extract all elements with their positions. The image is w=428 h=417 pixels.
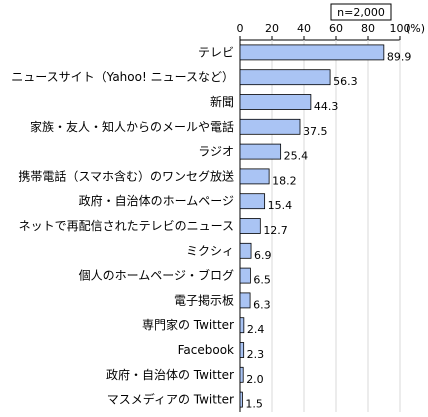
x-tick-label: 100 (390, 22, 411, 35)
bar (239, 218, 261, 234)
value-label: 44.3 (314, 100, 339, 113)
value-label: 56.3 (333, 75, 358, 88)
category-label: テレビ (198, 45, 234, 59)
category-label: 政府・自治体の Twitter (106, 367, 234, 382)
category-label: 家族・友人・知人からのメールや電話 (30, 119, 234, 134)
category-label: Facebook (178, 343, 234, 357)
bar (239, 292, 251, 309)
bars (239, 44, 385, 408)
category-label: 電子掲示板 (174, 292, 234, 307)
x-tick-label: 20 (265, 22, 279, 35)
value-label: 18.2 (272, 174, 297, 187)
bar (239, 44, 385, 61)
category-label: ラジオ (198, 145, 234, 159)
bar (239, 118, 301, 135)
bar (239, 391, 243, 408)
category-label: ニュースサイト（Yahoo! ニュースなど） (11, 70, 234, 84)
bar (239, 69, 331, 86)
x-tick-label: 40 (297, 22, 311, 35)
category-label: 新聞 (210, 94, 234, 109)
x-tick-label: 80 (361, 22, 375, 35)
value-label: 2.3 (247, 348, 265, 361)
category-label: ネットで再配信されたテレビのニュース (19, 219, 234, 233)
bar (239, 143, 282, 160)
value-label: 89.9 (387, 50, 412, 63)
bar (239, 267, 251, 284)
bar (239, 366, 244, 383)
category-label: 携帯電話（スマホ含む）のワンセグ放送 (18, 168, 234, 183)
category-label: 個人のホームページ・ブログ (79, 268, 234, 283)
value-labels: 89.9 56.3 44.3 37.5 25.4 18.2 15.4 12.7 6.9 6.5 6.… (245, 50, 411, 410)
category-label: 政府・自治体のホームページ (79, 193, 234, 208)
sample-size-note: n=2,000 (330, 3, 392, 21)
category-label: マスメディアの Twitter (107, 392, 234, 407)
value-label: 25.4 (284, 150, 309, 163)
value-label: 1.5 (245, 398, 263, 411)
bar (239, 342, 245, 358)
category-label: ミクシィ (186, 244, 234, 258)
value-label: 6.5 (253, 274, 271, 287)
value-label: 37.5 (303, 125, 328, 138)
value-label: 2.4 (247, 323, 265, 336)
value-label: 6.9 (254, 249, 271, 262)
bar (239, 242, 252, 259)
x-tick-label: 0 (237, 22, 244, 35)
bar (239, 94, 312, 110)
category-label: 専門家の Twitter (142, 317, 234, 332)
value-label: 2.0 (246, 373, 264, 386)
value-label: 12.7 (263, 224, 288, 237)
value-label: 15.4 (268, 199, 293, 212)
sample-size-label: n=2,000 (337, 6, 385, 19)
unit-label: (%) (406, 22, 425, 35)
x-tick-label: 60 (329, 22, 343, 35)
value-label: 6.3 (253, 298, 271, 311)
bar (239, 193, 266, 210)
bar (239, 168, 270, 185)
bar (239, 317, 245, 334)
